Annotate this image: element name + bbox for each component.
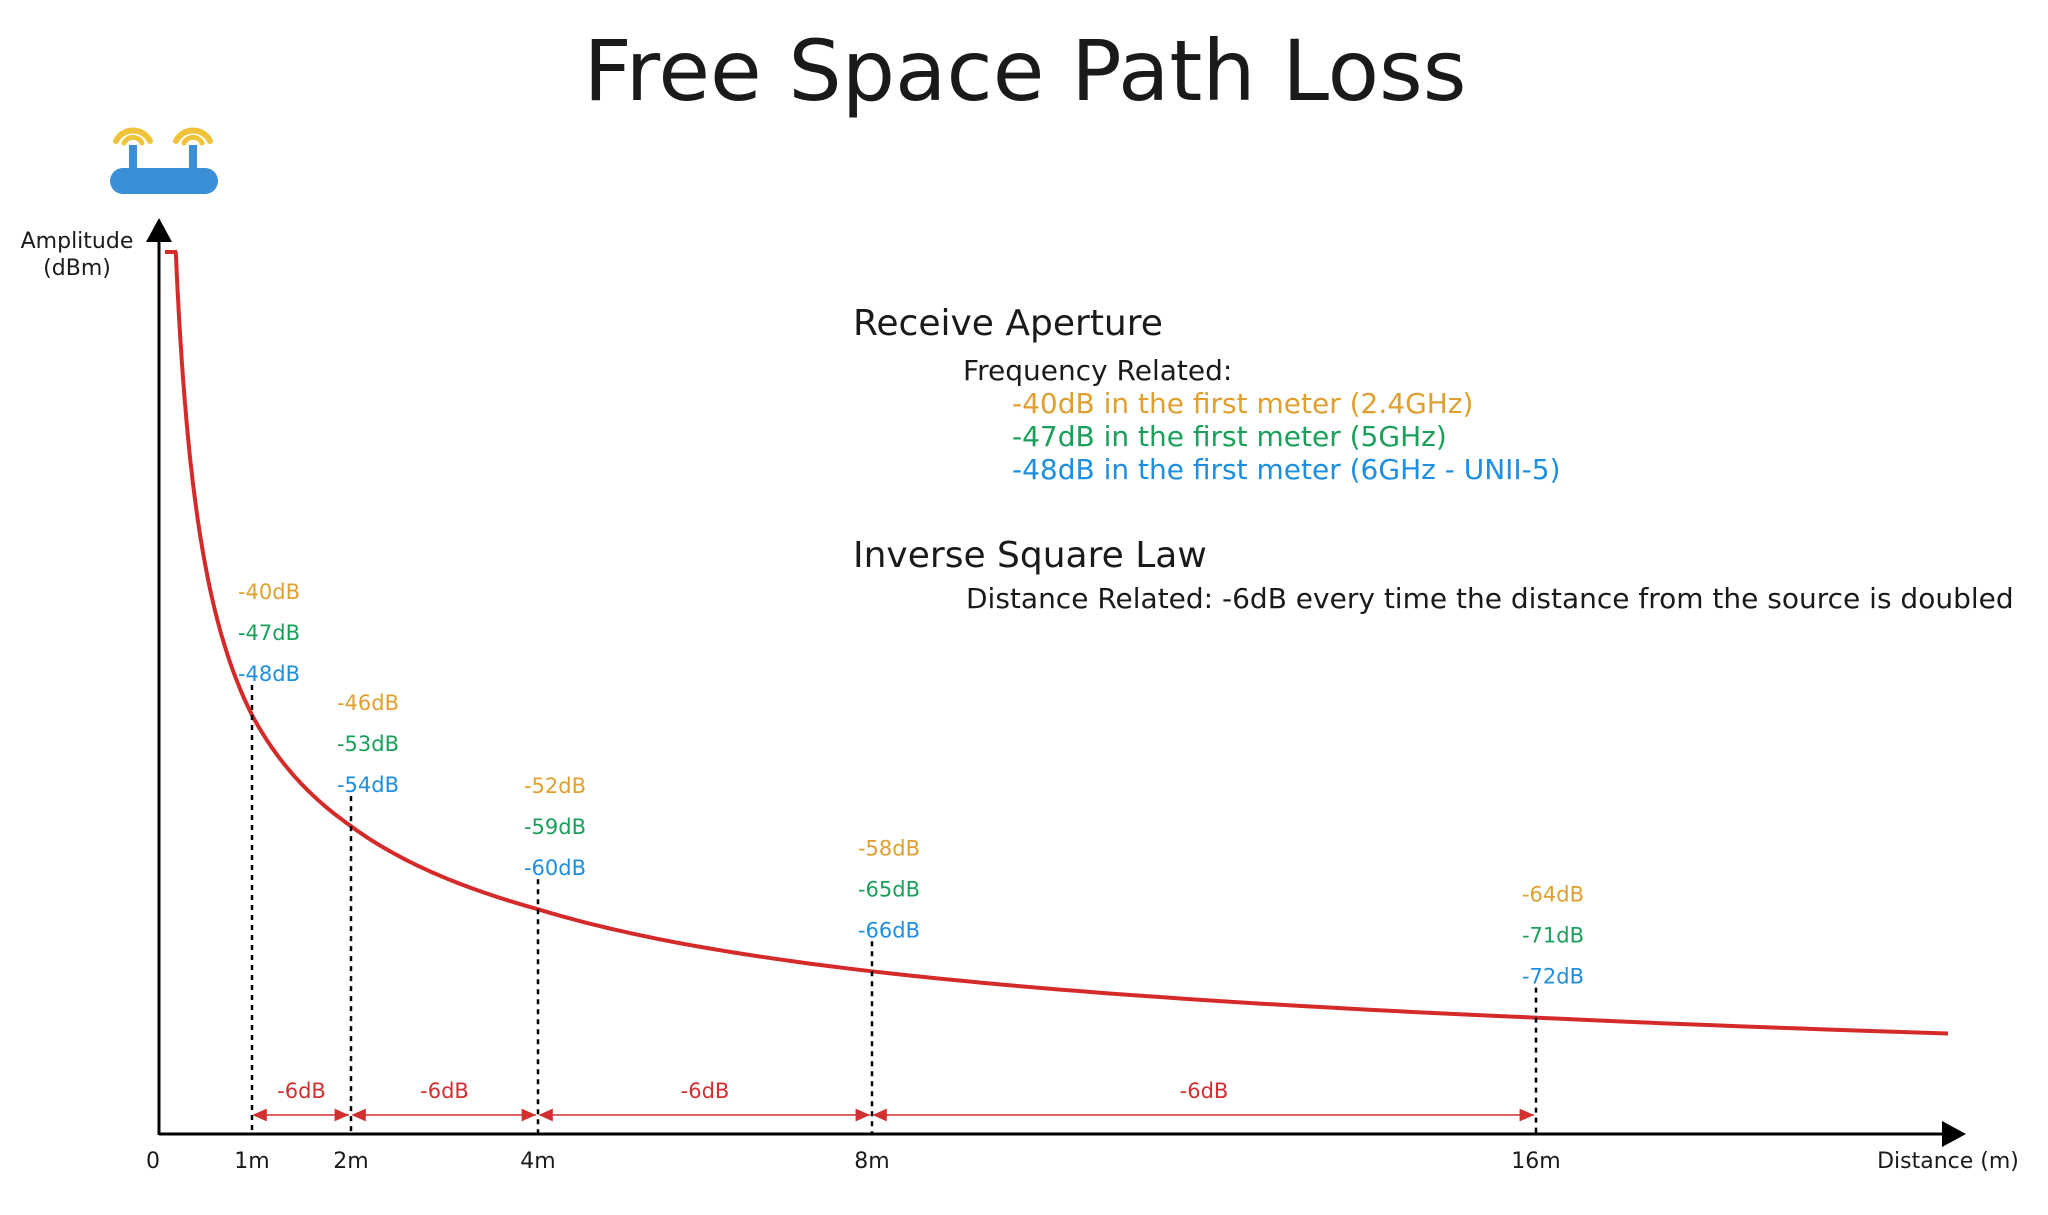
frequency-related-label: Frequency Related: bbox=[963, 354, 1232, 387]
value-label-1m-6ghz: -48dB bbox=[238, 662, 300, 686]
segment-label-2: -6dB bbox=[420, 1079, 469, 1103]
value-label-16m-2-4ghz: -64dB bbox=[1522, 883, 1584, 907]
inverse-square-heading: Inverse Square Law bbox=[853, 535, 1207, 576]
x-axis-arrow bbox=[1942, 1121, 1966, 1147]
x-tick-4m: 4m bbox=[520, 1149, 555, 1174]
x-tick-labels: 1m 2m 4m 8m 16m bbox=[234, 1149, 1560, 1174]
inverse-square-block: Inverse Square Law Distance Related: -6d… bbox=[853, 535, 2014, 615]
value-label-4m-5ghz: -59dB bbox=[524, 815, 586, 839]
band-2-4ghz-note: -40dB in the first meter (2.4GHz) bbox=[1012, 387, 1473, 420]
segment-label-3: -6dB bbox=[681, 1079, 730, 1103]
receive-aperture-heading: Receive Aperture bbox=[853, 303, 1163, 344]
value-label-4m-6ghz: -60dB bbox=[524, 856, 586, 880]
y-axis-unit: (dBm) bbox=[43, 256, 111, 281]
drop-lines bbox=[250, 685, 1538, 1134]
x-tick-8m: 8m bbox=[854, 1149, 889, 1174]
chart-title: Free Space Path Loss bbox=[583, 22, 1466, 120]
x-tick-2m: 2m bbox=[333, 1149, 368, 1174]
path-loss-curve bbox=[165, 250, 1949, 1036]
value-label-8m-5ghz: -65dB bbox=[858, 877, 920, 901]
y-axis-label: Amplitude bbox=[21, 229, 134, 254]
value-label-16m-6ghz: -72dB bbox=[1522, 965, 1584, 989]
x-axis-label: Distance (m) bbox=[1877, 1149, 2019, 1174]
value-label-4m-2-4ghz: -52dB bbox=[524, 774, 586, 798]
value-label-1m-5ghz: -47dB bbox=[238, 621, 300, 645]
value-label-8m-2-4ghz: -58dB bbox=[858, 836, 920, 860]
wifi-router-icon bbox=[110, 127, 218, 194]
distance-related-note: Distance Related: -6dB every time the di… bbox=[966, 582, 2014, 615]
segment-label-4: -6dB bbox=[1180, 1079, 1229, 1103]
y-axis-arrow bbox=[146, 218, 172, 242]
segment-label-1: -6dB bbox=[277, 1079, 326, 1103]
distance-segments: -6dB -6dB -6dB -6dB bbox=[252, 1079, 1534, 1122]
value-label-8m-6ghz: -66dB bbox=[858, 918, 920, 942]
band-5ghz-note: -47dB in the first meter (5GHz) bbox=[1012, 420, 1447, 453]
x-tick-1m: 1m bbox=[234, 1149, 269, 1174]
value-label-2m-2-4ghz: -46dB bbox=[337, 691, 399, 715]
origin-label: 0 bbox=[146, 1149, 160, 1174]
axes bbox=[146, 218, 1966, 1147]
value-label-16m-5ghz: -71dB bbox=[1522, 924, 1584, 948]
x-tick-16m: 16m bbox=[1511, 1149, 1560, 1174]
value-label-2m-5ghz: -53dB bbox=[337, 732, 399, 756]
band-6ghz-note: -48dB in the first meter (6GHz - UNII-5) bbox=[1012, 453, 1561, 486]
value-label-1m-2-4ghz: -40dB bbox=[238, 580, 300, 604]
receive-aperture-block: Receive Aperture Frequency Related: -40d… bbox=[853, 303, 1561, 486]
value-labels: -40dB -47dB -48dB -46dB -53dB -54dB -52dB -59dB… bbox=[238, 580, 1584, 989]
value-label-2m-6ghz: -54dB bbox=[337, 773, 399, 797]
